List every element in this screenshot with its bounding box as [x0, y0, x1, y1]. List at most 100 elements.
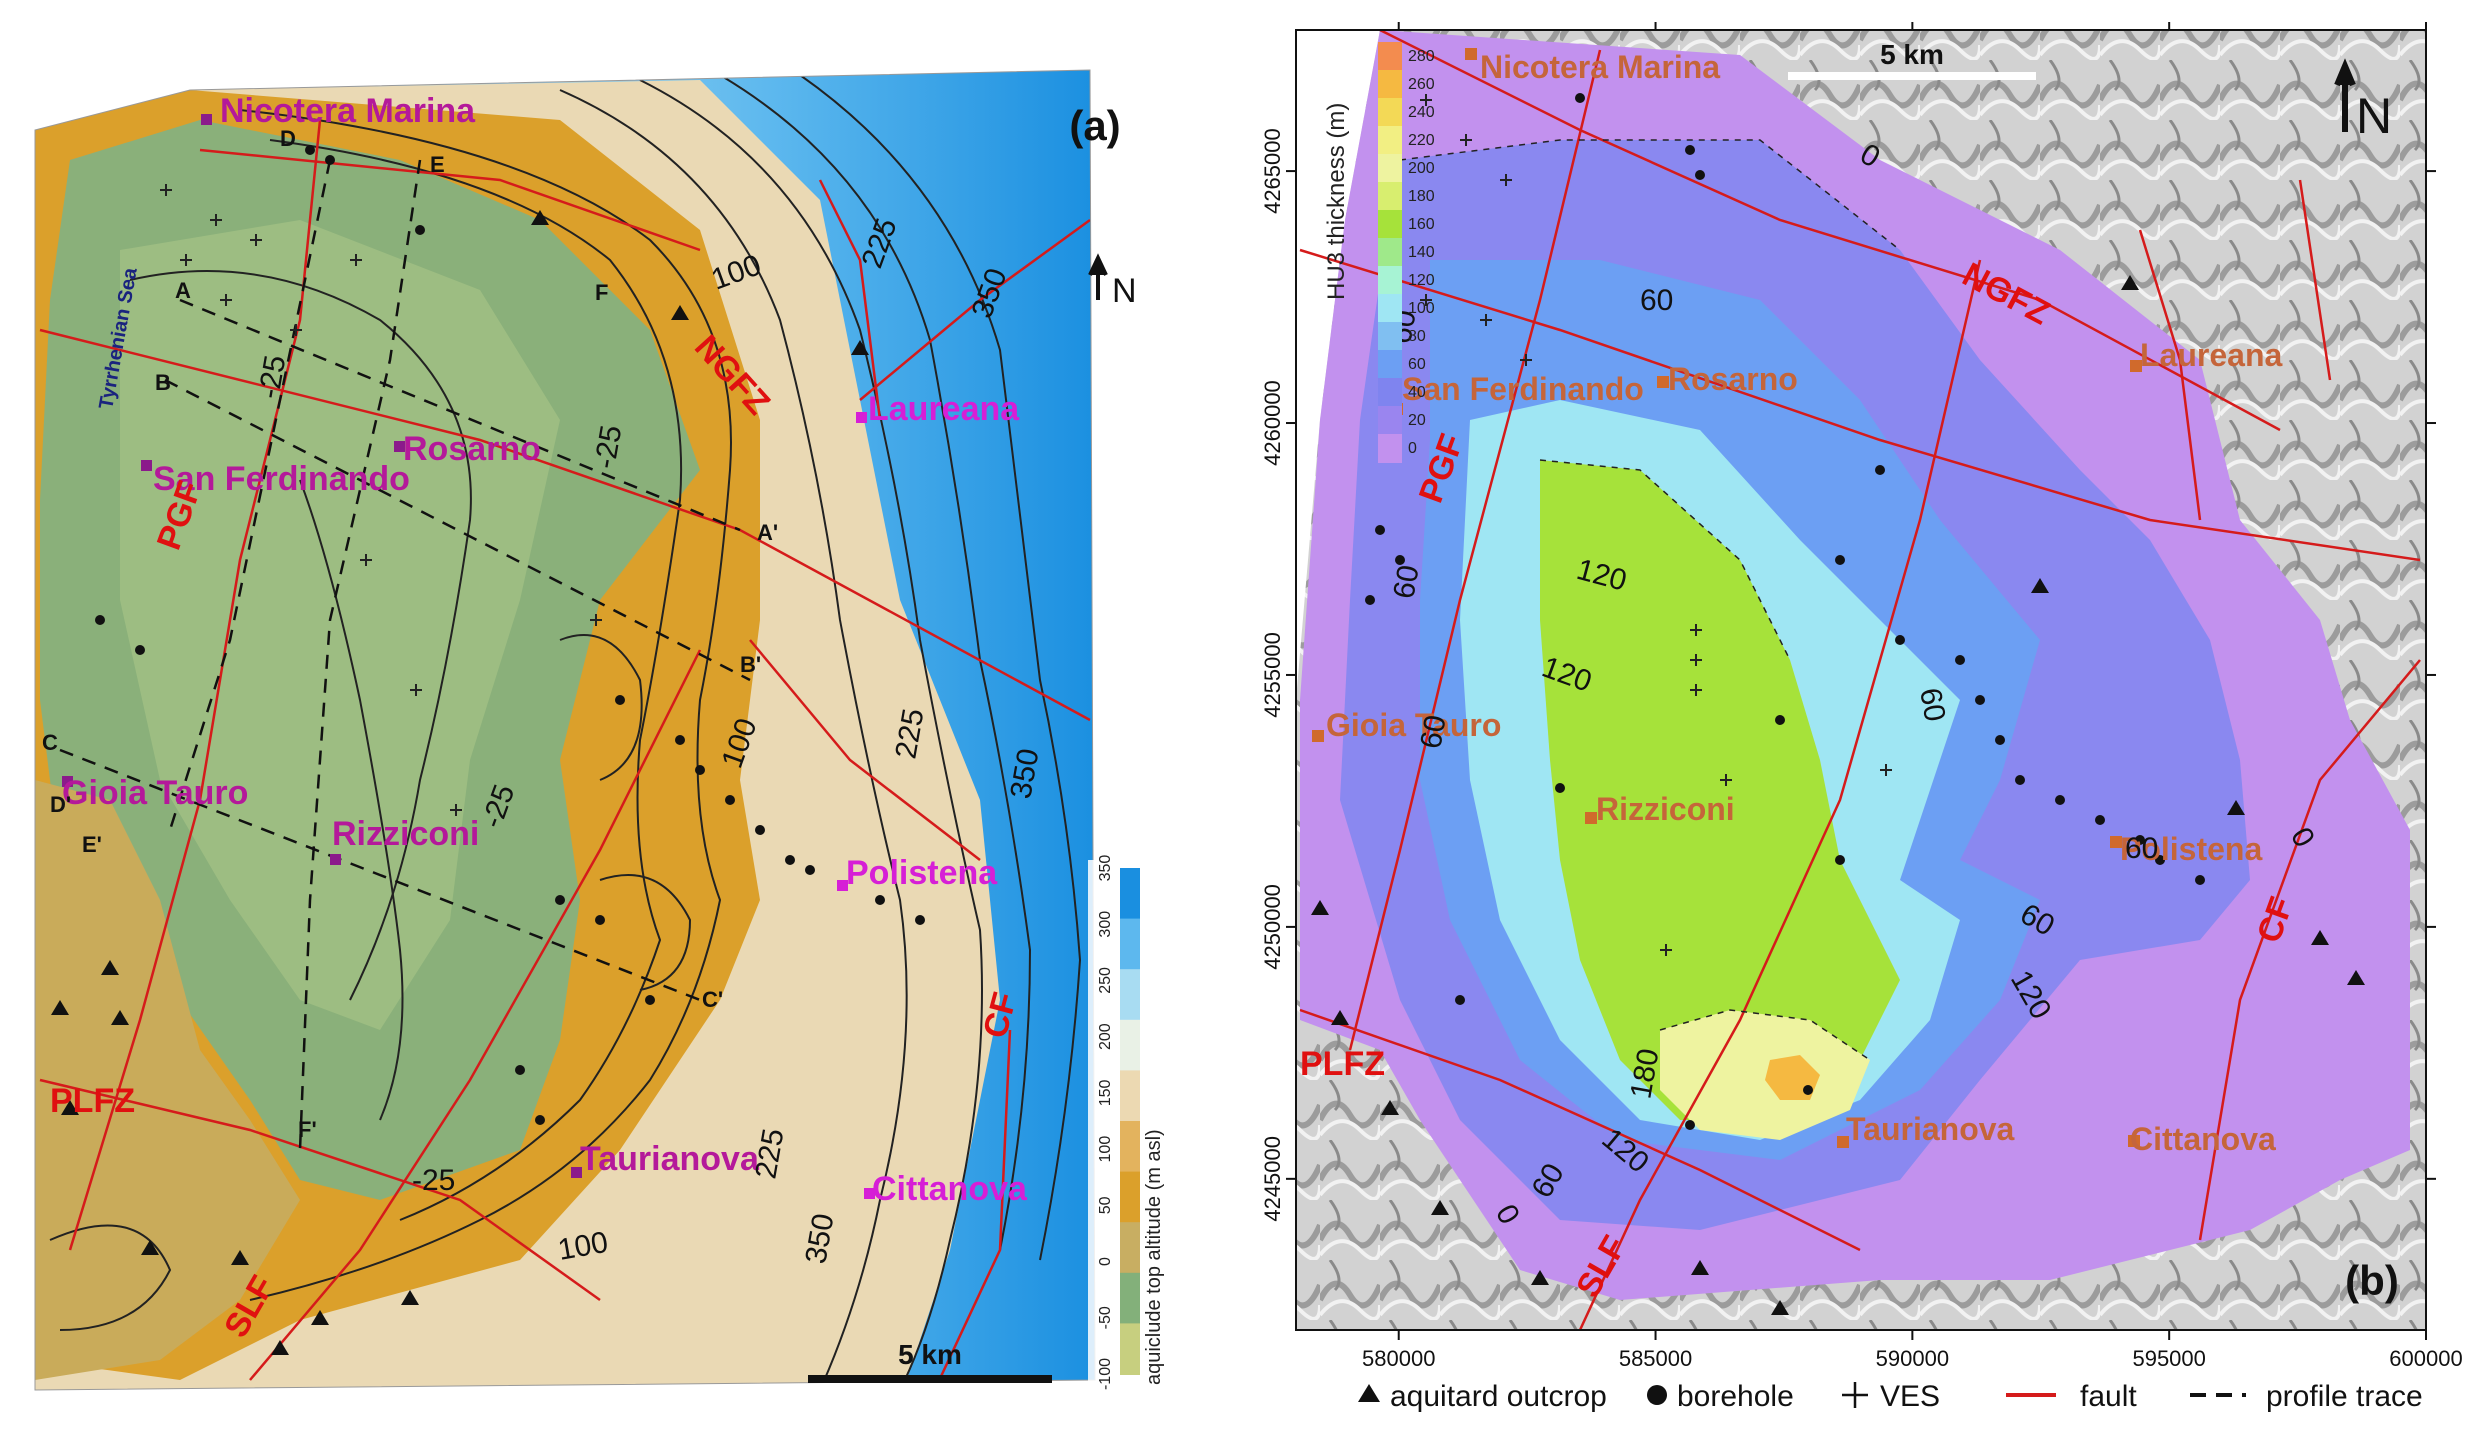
contour-label: 60: [1640, 284, 1673, 317]
colorbar-tick-label: 120: [1408, 272, 1435, 289]
town-label: Rizziconi: [1596, 791, 1735, 827]
contour-label: 60: [1387, 563, 1425, 602]
panel-b-outcrop-markers: [1311, 275, 2365, 1315]
panel-b-north-label: N: [2356, 88, 2392, 144]
colorbar-swatch: [1378, 266, 1402, 295]
colorbar-swatch: [1378, 42, 1402, 71]
colorbar-swatch: [1378, 322, 1402, 351]
x-tick-label: 590000: [1876, 1346, 1949, 1371]
panel-a-outcrop-markers: [51, 210, 869, 1355]
town-label: Gioia Tauro: [62, 774, 248, 812]
contour-label: 60: [1414, 713, 1452, 752]
colorbar-swatch: [1378, 126, 1402, 155]
colorbar-ticks: 350 300 250 200 150 100 50 0 -50 -100: [1097, 855, 1114, 1390]
y-tick-label: 4245000: [1260, 1136, 1285, 1222]
panel-a-ves-markers: [160, 184, 602, 816]
colorbar-swatch: [1378, 350, 1402, 379]
panel-a-north-label: N: [1112, 272, 1137, 310]
town-label: Nicotera Marina: [220, 92, 476, 130]
colorbar-swatch: [1120, 1070, 1140, 1122]
colorbar-title: HU3 thickness (m): [1323, 103, 1350, 300]
colorbar-swatch: [1378, 406, 1402, 435]
colorbar-swatch: [1120, 969, 1140, 1021]
panel-b-frame: [1295, 29, 2427, 1331]
profile-label: B': [740, 652, 761, 677]
panel-b-label: (b): [2345, 1257, 2399, 1304]
colorbar-tick-label: 160: [1408, 216, 1435, 233]
colorbar-tick-label: 20: [1408, 412, 1426, 429]
contour-label: -25: [588, 423, 628, 471]
legend-item-profile: profile trace: [2190, 1380, 2423, 1413]
colorbar-tick-label: 0: [1097, 1257, 1114, 1266]
profile-label: B: [155, 370, 171, 395]
profile-label: E': [82, 832, 102, 857]
profile-label: F: [595, 280, 608, 305]
colorbar-swatch: [1120, 868, 1140, 920]
colorbar-tick-label: 240: [1408, 104, 1435, 121]
panel-a-contours: [49, 74, 1082, 1390]
circle-icon: [1647, 1385, 1667, 1405]
panel-a-plain-green-light: [120, 220, 560, 1030]
colorbar-swatch: [1120, 1171, 1140, 1224]
panel-a-profile-traces: [59, 159, 751, 1151]
triangle-icon: [1358, 1384, 1380, 1402]
panel-a-frame: [34, 69, 1096, 1391]
town-label: Nicotera Marina: [1480, 49, 1720, 85]
colorbar-swatch: [1378, 70, 1402, 99]
contour-label: 60: [1913, 685, 1951, 724]
profile-label: A: [175, 278, 191, 303]
legend-item-fault: fault: [2006, 1380, 2137, 1413]
colorbar-tick-label: 280: [1408, 48, 1435, 65]
panel-b-faults: [1299, 30, 2421, 1330]
panel-b-contours: [1399, 139, 1901, 1061]
panel-a-profile-labels: D E F A B A' B' C D' E' C' F': [42, 126, 778, 1142]
colorbar-tick-label: 220: [1408, 132, 1435, 149]
x-tick-label: 600000: [2389, 1346, 2462, 1371]
y-tick-label: 4260000: [1260, 380, 1285, 466]
colorbar-tick-label: 80: [1408, 328, 1426, 345]
panel-a-label: (a): [1069, 102, 1120, 149]
scale-label: 5 km: [898, 1339, 962, 1370]
colorbar-swatch: [1378, 182, 1402, 211]
legend-label: aquitard outcrop: [1390, 1380, 1607, 1413]
panel-a-scale-bar: 5 km: [808, 1339, 1052, 1383]
panel-a-borehole-markers: [95, 145, 925, 1125]
colorbar-tick-label: 100: [1097, 1136, 1114, 1163]
x-tick-label: 585000: [1619, 1346, 1692, 1371]
colorbar-tick-label: 40: [1408, 384, 1426, 401]
colorbar-swatch: [1378, 294, 1402, 323]
profile-label: C: [42, 730, 58, 755]
colorbar-swatch: [1120, 1121, 1140, 1173]
panel-a: (a) N Tyrrhenian Sea Nicotera Marina Ros…: [34, 69, 1238, 1391]
town-label: Cittanova: [2130, 1121, 2276, 1157]
x-tick-label: 595000: [2132, 1346, 2205, 1371]
profile-label: D': [50, 792, 71, 817]
town-label: Rosarno: [1668, 361, 1798, 397]
legend: aquitard outcrop borehole VES fault prof…: [1358, 1380, 2423, 1413]
colorbar-tick-label: 250: [1097, 967, 1114, 994]
panel-b-scale-bar: 5 km: [1788, 39, 2036, 80]
panel-a-towns: Nicotera Marina Rosarno San Ferdinando L…: [62, 92, 1028, 1208]
colorbar-swatch: [1378, 434, 1402, 463]
colorbar-swatch: [1378, 98, 1402, 127]
panel-a-faults: [39, 119, 1091, 1390]
colorbar-swatch: [1120, 1272, 1140, 1325]
colorbar-swatch: [1378, 154, 1402, 183]
town-label: San Ferdinando: [1402, 371, 1644, 407]
panel-a-colorbar: 350 300 250 200 150 100 50 0 -50 -100 aquiclude t…: [1088, 855, 1238, 1390]
panel-b: (b) N 5 km Nicotera Marina Rosarno San F…: [1260, 22, 2463, 1371]
colorbar-swatches: [1378, 42, 1402, 463]
panel-b-colorbar: 280260240220200180160140120100806040200 …: [1323, 42, 1435, 463]
town-label: Laureana: [2140, 337, 2282, 373]
panel-a-north-arrow: N: [1088, 253, 1137, 310]
town-label: Cittanova: [872, 1170, 1028, 1208]
colorbar-tick-label: 150: [1097, 1079, 1114, 1106]
contour-label: -25: [252, 353, 292, 401]
scale-label: 5 km: [1880, 39, 1944, 70]
colorbar-swatch: [1120, 1019, 1140, 1072]
town-label: Taurianova: [1846, 1111, 2015, 1147]
fault-label: PLFZ: [1300, 1045, 1385, 1083]
town-label: Polistena: [846, 854, 998, 892]
colorbar-swatches: [1120, 868, 1140, 1375]
